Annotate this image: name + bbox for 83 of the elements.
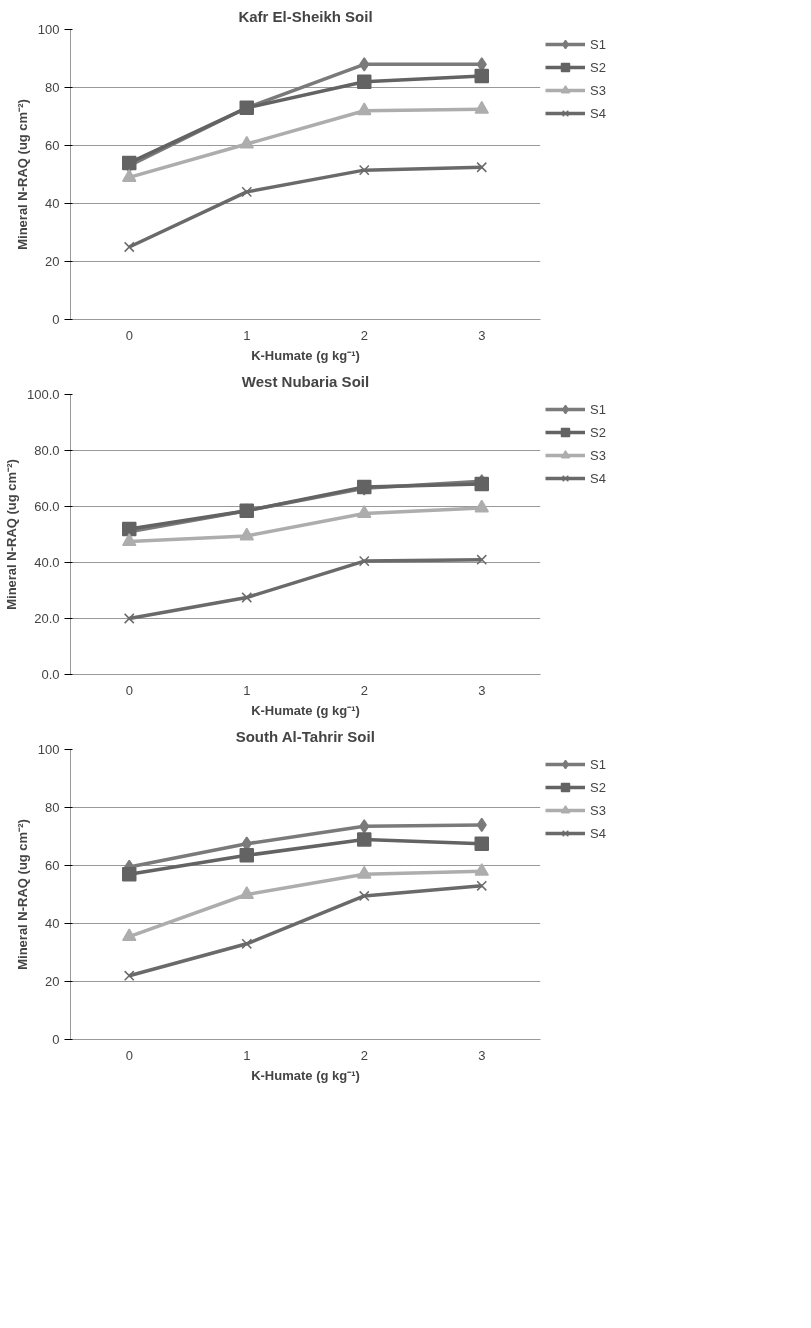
legend-label: S2 [590,779,607,795]
point [122,169,137,182]
y-tick-label: 80 [45,800,60,815]
point [357,505,372,518]
legend-label: S4 [590,825,607,841]
point [357,832,372,847]
x-axis-title: K-Humate (g kg⁻¹) [251,702,360,718]
point [358,890,370,902]
y-axis-title: Mineral N-RAQ (ug cm⁻²) [14,99,30,250]
point [357,865,372,879]
legend-label: S3 [590,802,607,818]
legend-label: S1 [590,756,607,772]
chart-title: Kafr El-Sheikh Soil [238,7,373,25]
legend-label: S2 [590,424,607,440]
legend-label: S1 [590,36,607,52]
point [122,866,137,882]
y-tick-label: 20 [45,974,60,989]
x-tick-label: 1 [243,1047,251,1063]
y-tick-label: 100 [37,742,60,757]
y-tick-label: 100 [37,22,60,37]
legend-label: S2 [590,59,607,75]
y-tick-label: 20 [45,254,60,269]
y-tick-label: 100.0 [26,387,60,402]
x-tick-label: 2 [360,327,368,343]
y-tick-label: 80.0 [34,443,60,458]
point [122,928,137,942]
y-axis-title: Mineral N-RAQ (ug cm⁻²) [3,459,19,610]
x-tick-label: 0 [125,327,133,343]
point [241,592,253,603]
x-tick-label: 0 [125,682,133,698]
y-tick-label: 40 [45,196,60,211]
point [474,100,489,114]
y-tick-label: 40.0 [34,555,60,570]
y-tick-label: 40 [45,916,60,931]
x-axis-title: K-Humate (g kg⁻¹) [251,1067,360,1083]
y-tick-label: 60.0 [34,499,60,514]
x-tick-label: 2 [360,1047,368,1063]
point [241,186,253,198]
x-tick-label: 1 [243,682,251,698]
point [358,164,370,176]
x-tick-label: 3 [478,327,486,343]
chart-title: South Al-Tahrir Soil [235,727,375,745]
y-tick-label: 80 [45,80,60,95]
legend-label: S3 [590,447,607,463]
point [474,836,489,851]
point [239,848,254,863]
point [476,554,488,566]
point [239,527,254,541]
point [357,74,372,89]
point [123,613,135,624]
point [474,68,489,84]
point [123,970,135,982]
x-tick-label: 1 [243,327,251,343]
chart-title: West Nubaria Soil [241,372,370,390]
y-tick-label: 20.0 [34,611,60,626]
y-tick-label: 60 [45,858,60,873]
point [358,555,370,567]
x-tick-label: 0 [125,1047,133,1063]
point [476,161,488,173]
point [122,533,137,546]
legend-label: S4 [590,105,607,121]
point [123,241,135,253]
x-tick-label: 3 [478,682,486,698]
point [357,102,372,116]
legend-label: S4 [590,470,607,486]
x-tick-label: 3 [478,1047,486,1063]
y-tick-label: 60 [45,138,60,153]
y-axis-title: Mineral N-RAQ (ug cm⁻²) [14,819,30,970]
y-tick-label: 0 [52,312,60,327]
point [474,863,489,876]
x-tick-label: 2 [360,682,368,698]
point [476,880,488,892]
point [359,819,370,834]
legend-label: S3 [590,82,607,98]
y-tick-label: 0 [52,1032,60,1047]
point [474,499,489,513]
y-tick-label: 0.0 [41,667,60,682]
point [359,57,370,72]
x-axis-title: K-Humate (g kg⁻¹) [251,347,360,363]
point [239,135,254,149]
point [239,886,254,899]
point [241,938,253,950]
legend-label: S1 [590,401,607,417]
